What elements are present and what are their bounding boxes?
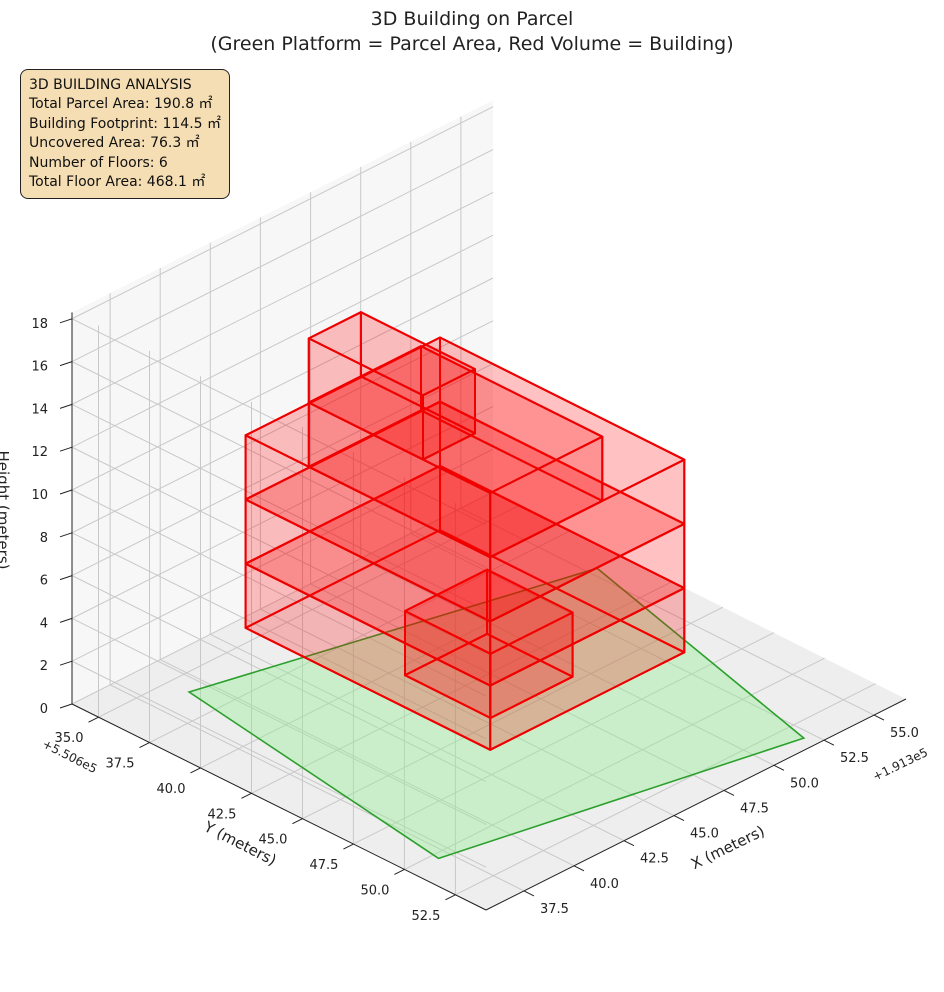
- z-axis-label: Height (meters): [0, 451, 12, 570]
- analysis-heading: 3D BUILDING ANALYSIS: [29, 77, 192, 93]
- z-tick-label: 6: [40, 574, 48, 589]
- analysis-line: Total Parcel Area: 190.8 ㎡: [29, 96, 213, 113]
- y-tick-label: 45.0: [259, 833, 288, 848]
- x-tick-mark: [823, 739, 835, 746]
- y-tick-mark: [343, 843, 354, 850]
- y-tick-label: 35.0: [55, 731, 84, 746]
- building-block: [307, 311, 476, 461]
- z-tick-label: 8: [40, 531, 48, 546]
- z-tick-mark: [59, 446, 73, 452]
- x-axis-offset: +1.913e5: [870, 745, 930, 784]
- building-face: [307, 311, 476, 397]
- z-tick-mark: [59, 575, 73, 581]
- z-tick-mark: [59, 532, 73, 538]
- building-block: [244, 464, 686, 751]
- y-axis-line: [71, 703, 487, 911]
- x-axis-line: [485, 698, 907, 911]
- chart-subtitle: (Green Platform = Parcel Area, Red Volum…: [210, 33, 733, 55]
- x-tick-label: 37.5: [540, 902, 569, 917]
- y-tick-label: 52.5: [411, 909, 440, 924]
- x-tick-label: 45.0: [690, 827, 719, 842]
- z-tick-mark: [59, 318, 73, 324]
- z-tick-mark: [59, 403, 73, 409]
- y-tick-label: 42.5: [208, 807, 237, 822]
- x-tick-label: 42.5: [640, 852, 669, 867]
- z-tick-label: 0: [40, 702, 48, 717]
- x-tick-label: 50.0: [790, 776, 819, 791]
- y-tick-mark: [139, 742, 150, 749]
- analysis-info-box: 3D BUILDING ANALYSIS Total Parcel Area: …: [20, 69, 230, 199]
- y-tick-mark: [445, 894, 456, 901]
- y-tick-mark: [394, 868, 405, 875]
- y-tick-label: 50.0: [360, 883, 389, 898]
- x-tick-mark: [673, 815, 685, 821]
- x-tick-mark: [623, 840, 635, 847]
- building-face: [307, 345, 604, 494]
- x-tick-mark: [723, 789, 735, 796]
- floor-pane: [72, 492, 906, 910]
- y-tick-label: 40.0: [157, 782, 186, 797]
- z-tick-label: 4: [40, 616, 48, 631]
- y-tick-mark: [292, 818, 303, 825]
- y-tick-mark: [88, 716, 99, 723]
- analysis-line: Uncovered Area: 76.3 ㎡: [29, 135, 200, 152]
- y-tick-label: 47.5: [309, 858, 338, 873]
- x-tick-label: 52.5: [840, 751, 869, 766]
- building-block: [244, 400, 686, 687]
- building-face: [404, 568, 574, 655]
- y-tick-mark: [190, 767, 201, 774]
- z-tick-mark: [59, 617, 73, 623]
- building-block: [307, 345, 604, 559]
- y-tick-label: 37.5: [106, 757, 135, 772]
- z-tick-mark: [59, 489, 73, 495]
- axis-ticks: 37.5 40.0 42.5 45.0 47.5 50.0 52.5 55.0 35.0 37.5…: [31, 312, 919, 924]
- z-tick-mark: [59, 660, 73, 666]
- analysis-line: Total Floor Area: 468.1 ㎡: [29, 174, 206, 191]
- z-tick-label: 10: [31, 488, 48, 503]
- x-tick-label: 55.0: [890, 726, 919, 741]
- x-tick-mark: [873, 714, 885, 721]
- z-tick-mark: [59, 361, 73, 367]
- z-tick-mark: [59, 703, 73, 709]
- back-pane: [72, 100, 493, 704]
- x-tick-label: 47.5: [740, 801, 769, 816]
- plot-marks: [187, 311, 806, 860]
- z-tick-label: 16: [31, 360, 48, 375]
- y-tick-mark: [241, 792, 252, 799]
- z-tick-label: 18: [31, 317, 48, 332]
- z-tick-label: 12: [31, 445, 48, 460]
- x-tick-mark: [773, 764, 785, 771]
- x-tick-mark: [573, 865, 585, 872]
- z-tick-label: 2: [40, 659, 48, 674]
- analysis-line: Building Footprint: 114.5 ㎡: [29, 115, 222, 132]
- z-tick-label: 14: [31, 402, 48, 417]
- x-tick-mark: [523, 890, 535, 897]
- analysis-line: Number of Floors: 6: [29, 154, 168, 171]
- x-tick-label: 40.0: [590, 877, 619, 892]
- chart-title: 3D Building on Parcel: [371, 8, 574, 30]
